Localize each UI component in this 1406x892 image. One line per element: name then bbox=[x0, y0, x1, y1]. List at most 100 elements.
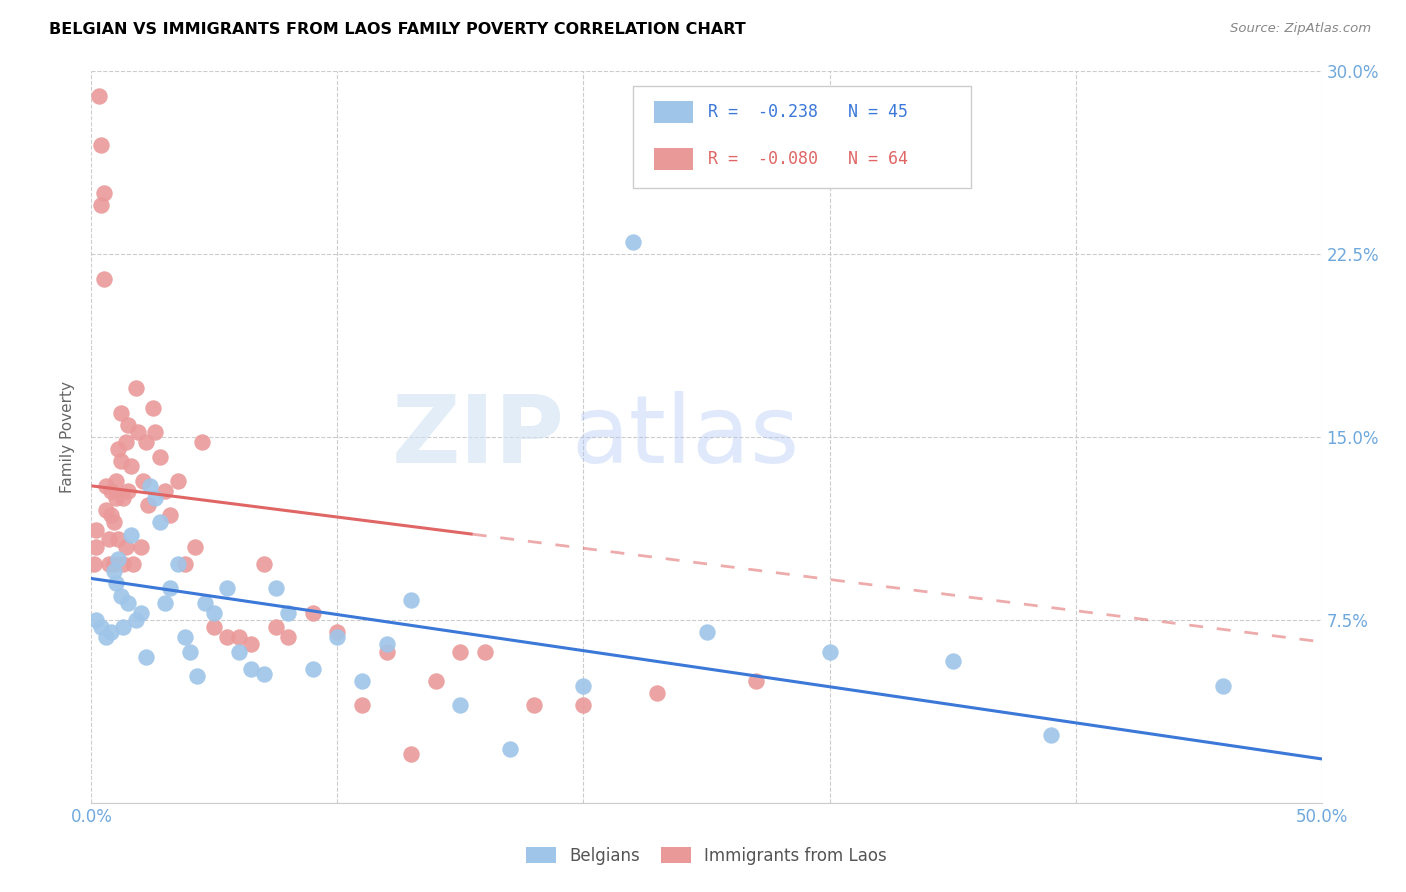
Point bbox=[124, 613, 146, 627]
Point bbox=[142, 401, 165, 415]
Point bbox=[107, 552, 129, 566]
Bar bbox=[654, 148, 693, 170]
Point bbox=[96, 630, 117, 644]
Point bbox=[153, 483, 177, 498]
Text: R =  -0.080   N = 64: R = -0.080 N = 64 bbox=[707, 150, 908, 168]
Point bbox=[186, 669, 208, 683]
Point bbox=[449, 698, 471, 713]
Point bbox=[86, 540, 108, 554]
Point bbox=[695, 625, 717, 640]
Point bbox=[107, 533, 129, 547]
Point bbox=[149, 450, 172, 464]
Text: R =  -0.238   N = 45: R = -0.238 N = 45 bbox=[707, 103, 908, 121]
Point bbox=[145, 491, 166, 505]
Point bbox=[117, 483, 139, 498]
Point bbox=[352, 673, 374, 688]
FancyBboxPatch shape bbox=[633, 86, 972, 188]
Point bbox=[399, 593, 422, 607]
Point bbox=[120, 459, 142, 474]
Point bbox=[159, 581, 181, 595]
Point bbox=[107, 442, 129, 457]
Point bbox=[100, 483, 122, 498]
Point bbox=[139, 479, 162, 493]
Point bbox=[215, 581, 238, 595]
Point bbox=[183, 540, 207, 554]
Point bbox=[153, 596, 177, 610]
Point bbox=[240, 662, 263, 676]
Point bbox=[474, 645, 496, 659]
Point bbox=[112, 557, 135, 571]
Point bbox=[96, 503, 117, 517]
Text: ZIP: ZIP bbox=[392, 391, 565, 483]
Bar bbox=[654, 102, 693, 123]
Point bbox=[110, 589, 132, 603]
Point bbox=[103, 564, 125, 578]
Point bbox=[90, 198, 112, 212]
Point bbox=[103, 516, 125, 530]
Point bbox=[572, 698, 595, 713]
Point bbox=[97, 557, 120, 571]
Point bbox=[93, 186, 115, 201]
Point bbox=[745, 673, 768, 688]
Point bbox=[375, 645, 398, 659]
Point bbox=[228, 630, 250, 644]
Point bbox=[112, 620, 135, 634]
Point bbox=[129, 606, 152, 620]
Point bbox=[105, 576, 127, 591]
Point bbox=[86, 613, 108, 627]
Point bbox=[114, 434, 138, 449]
Point bbox=[301, 606, 323, 620]
Point bbox=[1039, 727, 1063, 741]
Point bbox=[818, 645, 841, 659]
Point bbox=[375, 637, 398, 651]
Point bbox=[93, 271, 115, 285]
Point bbox=[120, 527, 142, 541]
Point bbox=[326, 630, 349, 644]
Text: atlas: atlas bbox=[571, 391, 800, 483]
Point bbox=[174, 630, 197, 644]
Point bbox=[202, 606, 225, 620]
Point bbox=[90, 137, 112, 152]
Point bbox=[122, 557, 145, 571]
Point bbox=[277, 606, 299, 620]
Point bbox=[352, 698, 374, 713]
Point bbox=[90, 620, 112, 634]
Point bbox=[179, 645, 201, 659]
Point bbox=[572, 679, 595, 693]
Point bbox=[136, 499, 159, 513]
Point bbox=[399, 747, 422, 761]
Point bbox=[277, 630, 299, 644]
Point bbox=[240, 637, 263, 651]
Point bbox=[191, 434, 214, 449]
Point bbox=[135, 649, 156, 664]
Point bbox=[174, 557, 197, 571]
Point bbox=[100, 508, 122, 522]
Point bbox=[110, 406, 132, 420]
Point bbox=[105, 491, 127, 505]
Point bbox=[96, 479, 117, 493]
Point bbox=[117, 417, 139, 432]
Point bbox=[449, 645, 471, 659]
Point bbox=[100, 625, 122, 640]
Point bbox=[129, 540, 152, 554]
Point bbox=[112, 491, 135, 505]
Point bbox=[117, 596, 139, 610]
Text: Source: ZipAtlas.com: Source: ZipAtlas.com bbox=[1230, 22, 1371, 36]
Point bbox=[228, 645, 250, 659]
Point bbox=[253, 557, 276, 571]
Point bbox=[114, 540, 138, 554]
Y-axis label: Family Poverty: Family Poverty bbox=[60, 381, 76, 493]
Point bbox=[621, 235, 644, 249]
Point bbox=[145, 425, 166, 440]
Point bbox=[645, 686, 669, 700]
Point bbox=[264, 620, 287, 634]
Point bbox=[103, 557, 125, 571]
Point bbox=[87, 88, 110, 103]
Point bbox=[149, 516, 172, 530]
Point bbox=[135, 434, 156, 449]
Text: BELGIAN VS IMMIGRANTS FROM LAOS FAMILY POVERTY CORRELATION CHART: BELGIAN VS IMMIGRANTS FROM LAOS FAMILY P… bbox=[49, 22, 747, 37]
Point bbox=[215, 630, 238, 644]
Point bbox=[326, 625, 349, 640]
Point bbox=[498, 742, 520, 756]
Point bbox=[166, 557, 188, 571]
